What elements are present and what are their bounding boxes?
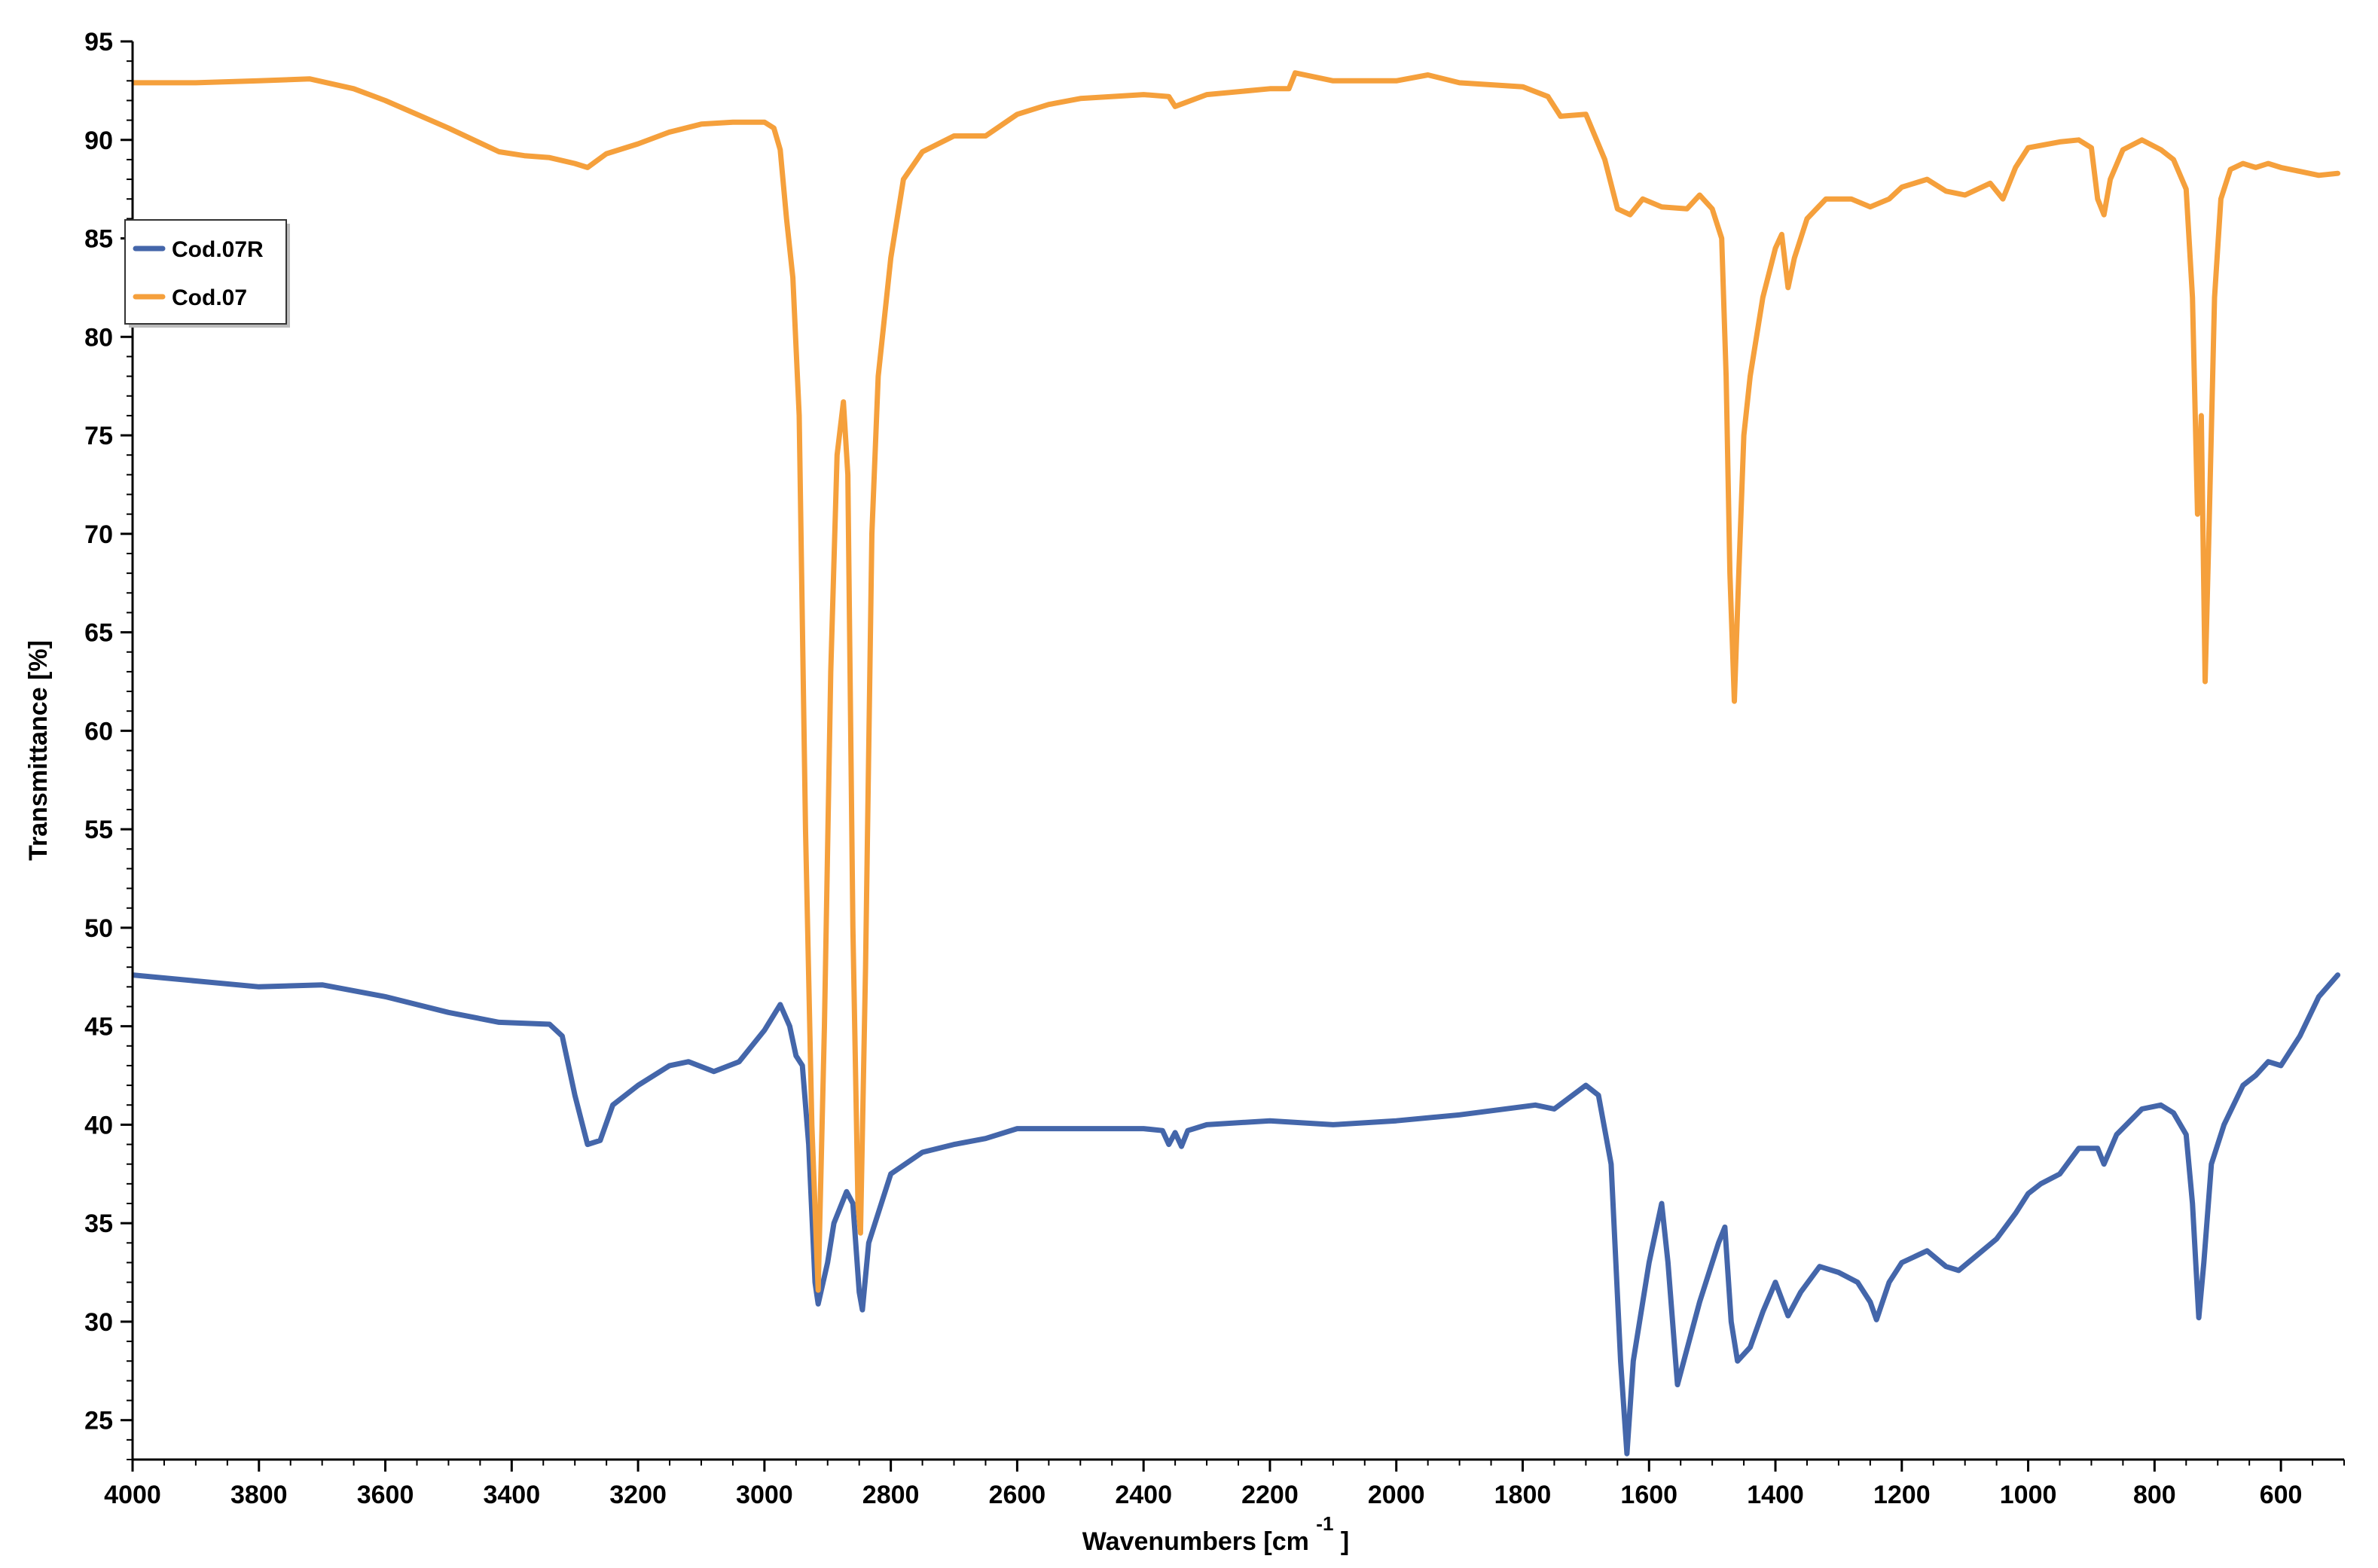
x-tick-label: 2400 <box>1115 1481 1172 1509</box>
y-tick-label: 40 <box>84 1111 113 1139</box>
x-tick-label: 2800 <box>862 1481 920 1509</box>
y-tick-label: 35 <box>84 1210 113 1238</box>
x-tick-label: 1600 <box>1620 1481 1677 1509</box>
x-tick-label: 800 <box>2133 1481 2176 1509</box>
legend-entry-label: Cod.07 <box>172 285 247 310</box>
y-tick-label: 30 <box>84 1308 113 1337</box>
series-layer <box>133 70 2341 1457</box>
x-tick-label: 2000 <box>1368 1481 1425 1509</box>
x-tick-label: 1200 <box>1873 1481 1931 1509</box>
labels-layer: 25 30 35 40 45 50 55 60 65 70 75 80 85 90 95 4000 3800 36… <box>24 28 2302 1556</box>
y-tick-label: 70 <box>84 520 113 549</box>
x-tick-label: 2600 <box>989 1481 1046 1509</box>
x-tick-label: 3000 <box>736 1481 793 1509</box>
axes-layer <box>121 40 2345 1472</box>
x-tick-label: 3200 <box>609 1481 667 1509</box>
y-tick-label: 45 <box>84 1013 113 1042</box>
legend-entry-label: Cod.07R <box>172 237 264 262</box>
x-tick-label: 3400 <box>483 1481 540 1509</box>
y-tick-label: 80 <box>84 323 113 352</box>
x-tick-label: 1800 <box>1494 1481 1552 1509</box>
y-axis-title: Transmittance [%] <box>24 640 53 861</box>
x-tick-label: 3800 <box>230 1481 288 1509</box>
x-axis-title: Wavenumbers [cm -1 ] <box>1082 1512 1349 1556</box>
x-tick-label: 4000 <box>104 1481 161 1509</box>
series-line-cod-07r <box>133 972 2341 1457</box>
y-tick-label: 90 <box>84 127 113 155</box>
y-tick-label: 95 <box>84 28 113 56</box>
legend-box <box>124 219 287 325</box>
y-tick-label: 75 <box>84 422 113 450</box>
series-line-cod-07 <box>133 70 2341 1293</box>
y-tick-label: 85 <box>84 225 113 254</box>
x-tick-label: 600 <box>2260 1481 2303 1509</box>
x-tick-label: 2200 <box>1241 1481 1299 1509</box>
y-tick-label: 55 <box>84 816 113 844</box>
x-tick-label: 3600 <box>357 1481 414 1509</box>
legend: Cod.07R Cod.07 <box>124 219 290 328</box>
x-tick-label: 1400 <box>1747 1481 1804 1509</box>
y-tick-label: 50 <box>84 914 113 943</box>
y-tick-label: 60 <box>84 717 113 746</box>
y-tick-label: 65 <box>84 619 113 648</box>
x-tick-label: 1000 <box>2000 1481 2057 1509</box>
y-tick-label: 25 <box>84 1407 113 1435</box>
